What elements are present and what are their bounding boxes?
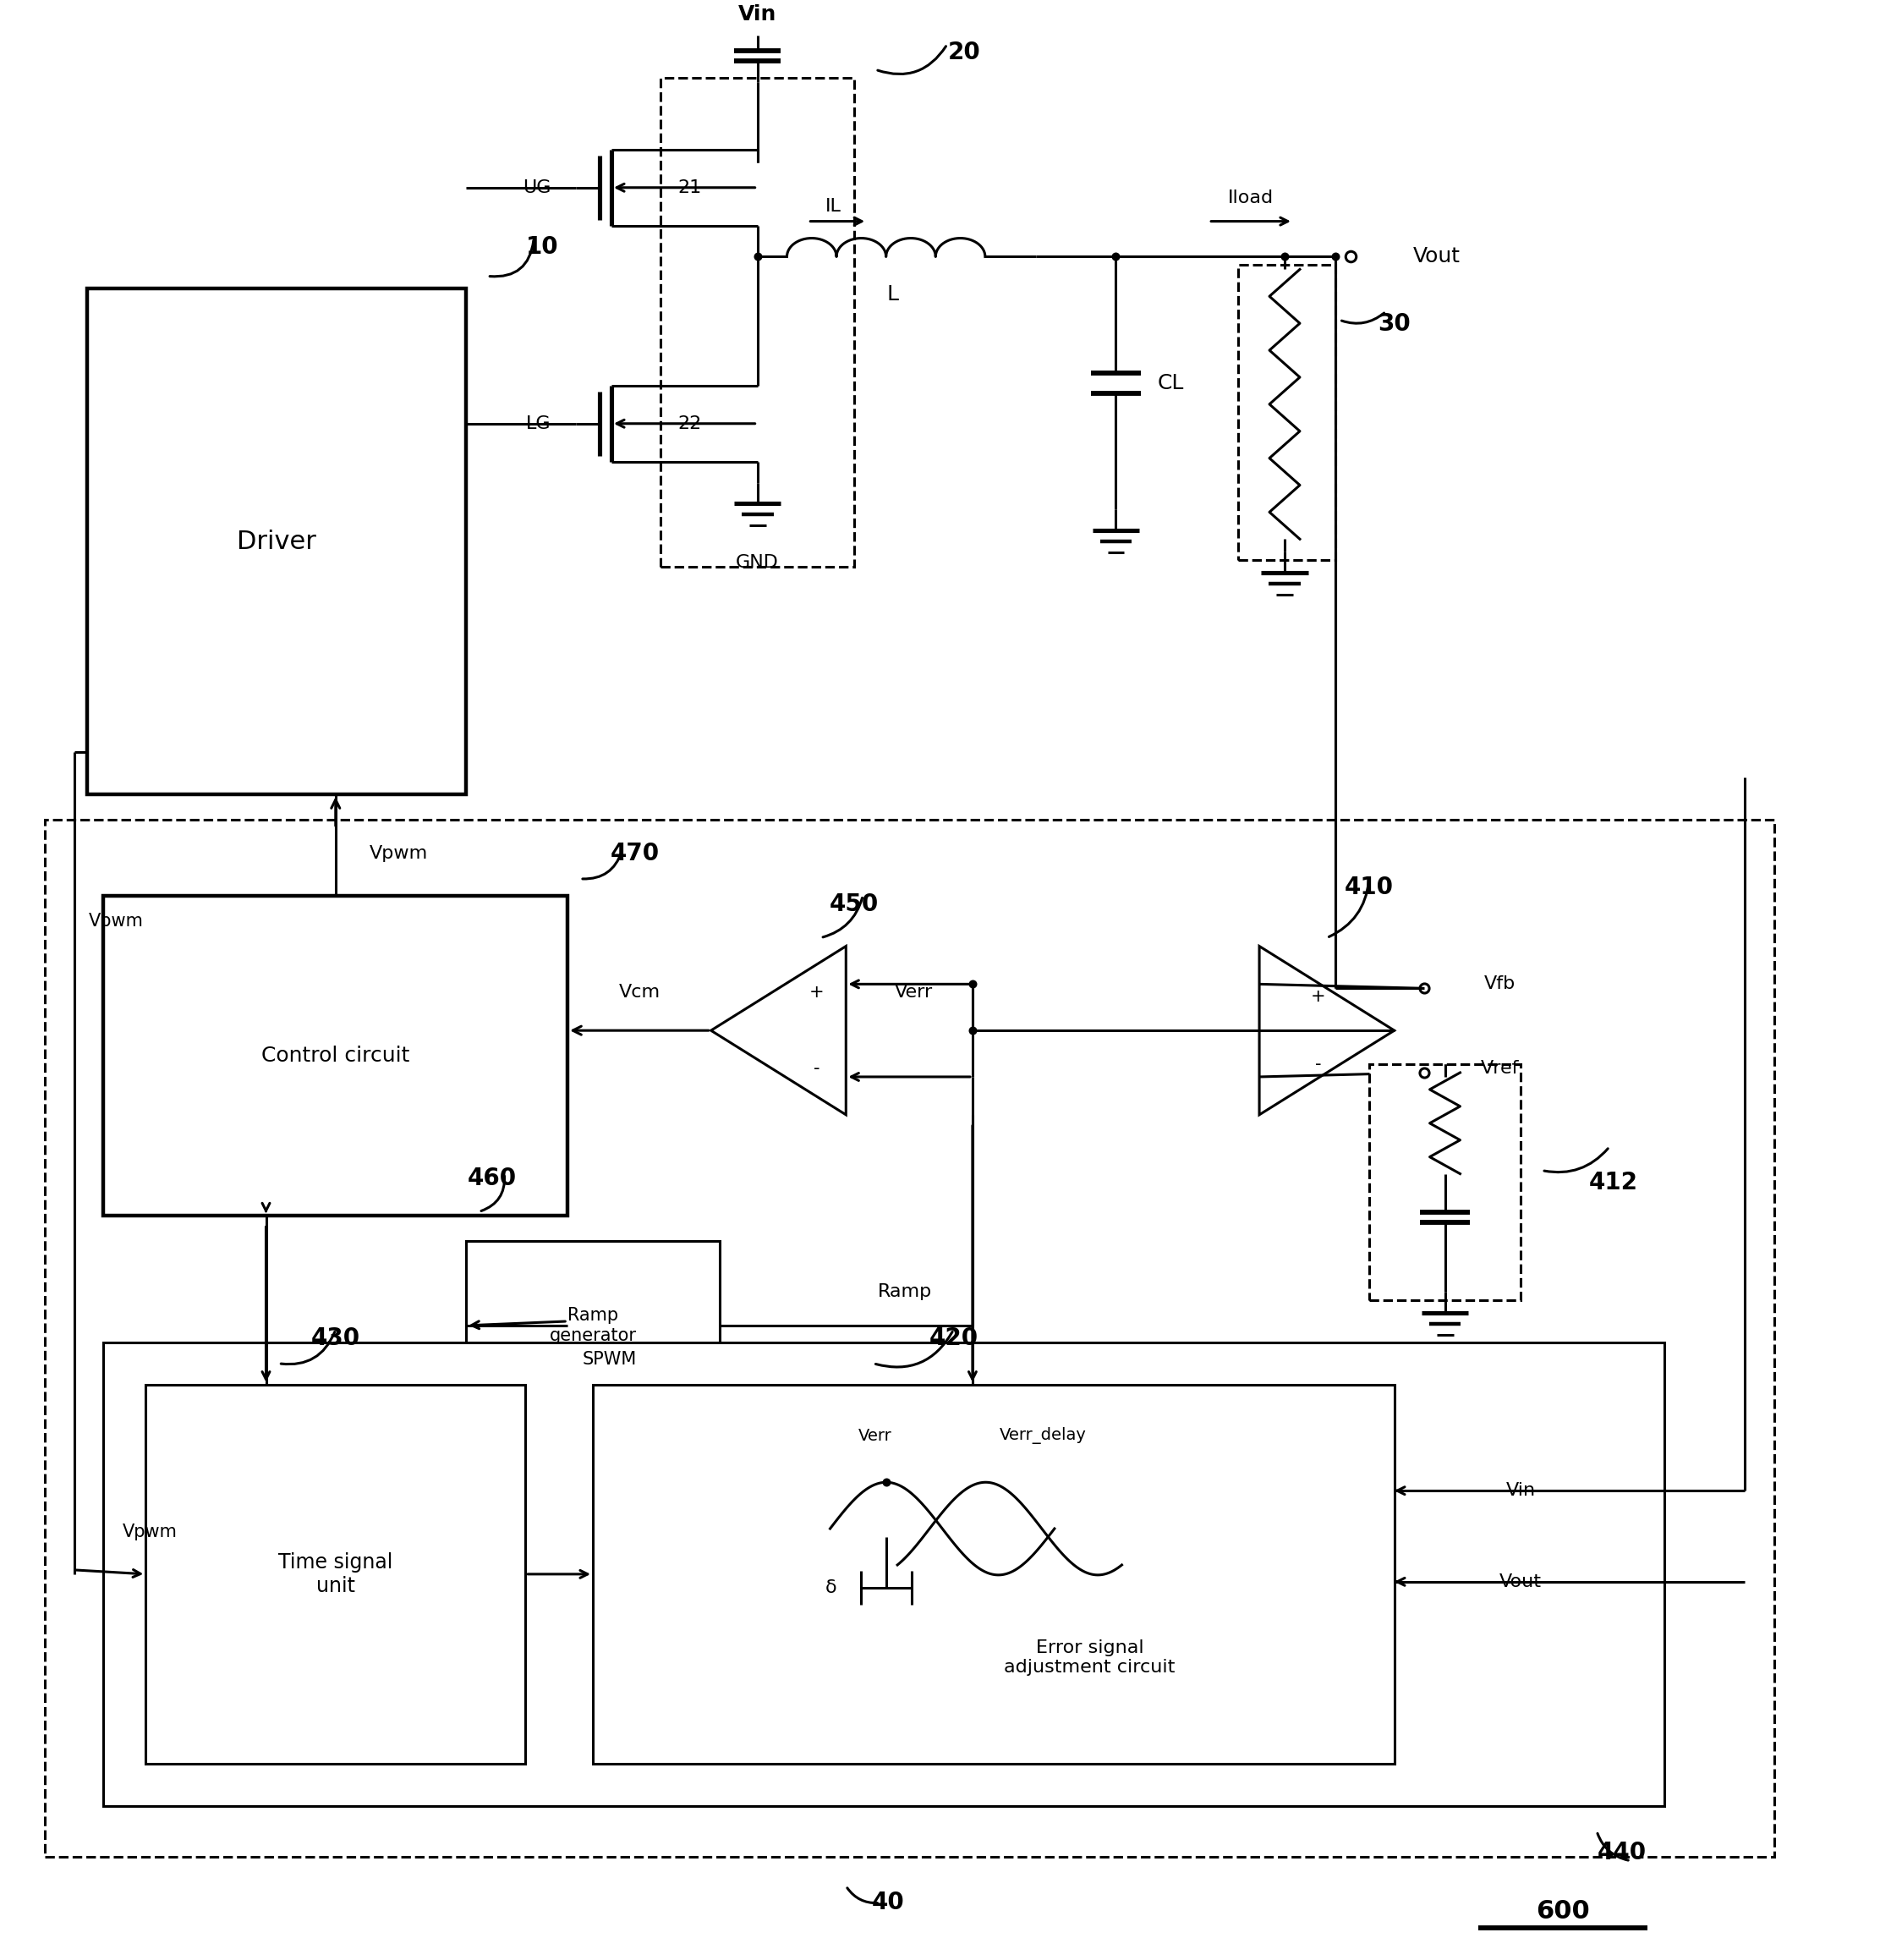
Text: 10: 10: [526, 235, 558, 259]
Text: Ramp
generator: Ramp generator: [548, 1307, 637, 1345]
Text: Time signal
unit: Time signal unit: [278, 1552, 393, 1595]
Text: Vin: Vin: [1505, 1482, 1535, 1499]
Bar: [45, 819, 1774, 1856]
Text: Iload: Iload: [1227, 190, 1275, 206]
Text: Verr_delay: Verr_delay: [1000, 1427, 1087, 1445]
Text: 440: 440: [1598, 1840, 1647, 1864]
Text: SPWM: SPWM: [582, 1350, 637, 1368]
Text: Vout: Vout: [1500, 1574, 1541, 1590]
Text: 22: 22: [679, 416, 702, 431]
Bar: [87, 288, 467, 794]
Bar: [146, 1384, 526, 1764]
Text: 430: 430: [310, 1327, 359, 1350]
Text: 20: 20: [947, 41, 980, 65]
Text: Vcm: Vcm: [618, 984, 660, 1002]
Text: Error signal
adjustment circuit: Error signal adjustment circuit: [1004, 1639, 1176, 1676]
Text: Vin: Vin: [737, 4, 777, 25]
Text: Verr: Verr: [859, 1429, 893, 1445]
Bar: [104, 1343, 1664, 1805]
Bar: [660, 78, 855, 566]
Text: 420: 420: [928, 1327, 978, 1350]
Text: Driver: Driver: [236, 529, 316, 555]
Bar: [594, 1384, 1394, 1764]
Text: 460: 460: [467, 1166, 516, 1190]
Bar: [1369, 1064, 1520, 1299]
Text: Ramp: Ramp: [877, 1284, 932, 1299]
Text: 410: 410: [1345, 876, 1394, 900]
Text: Vout: Vout: [1413, 247, 1460, 267]
Text: δ: δ: [826, 1580, 838, 1595]
Text: Verr: Verr: [894, 984, 932, 1002]
Text: 412: 412: [1588, 1170, 1638, 1194]
Text: 600: 600: [1535, 1899, 1590, 1923]
Text: 450: 450: [830, 892, 879, 915]
Text: CL: CL: [1157, 372, 1184, 394]
Bar: [1239, 265, 1335, 561]
Text: Vpwm: Vpwm: [369, 845, 427, 862]
Text: Vfb: Vfb: [1484, 976, 1515, 992]
Text: Vpwm: Vpwm: [89, 913, 144, 929]
Text: 21: 21: [679, 178, 702, 196]
Text: -: -: [1316, 1056, 1322, 1072]
Text: UG: UG: [522, 178, 550, 196]
Text: 470: 470: [611, 841, 660, 864]
Bar: [104, 896, 567, 1215]
Text: IL: IL: [824, 198, 841, 214]
Text: GND: GND: [736, 555, 779, 570]
Text: +: +: [809, 984, 824, 1002]
Text: L: L: [887, 284, 898, 306]
Text: 30: 30: [1379, 312, 1411, 335]
Text: +: +: [1310, 988, 1326, 1005]
Text: 40: 40: [872, 1891, 904, 1915]
Text: LG: LG: [526, 416, 550, 431]
Text: Control circuit: Control circuit: [261, 1045, 410, 1066]
Text: Vref: Vref: [1481, 1060, 1518, 1076]
Text: Vpwm: Vpwm: [123, 1523, 178, 1541]
Text: -: -: [813, 1060, 819, 1076]
Bar: [467, 1241, 719, 1409]
